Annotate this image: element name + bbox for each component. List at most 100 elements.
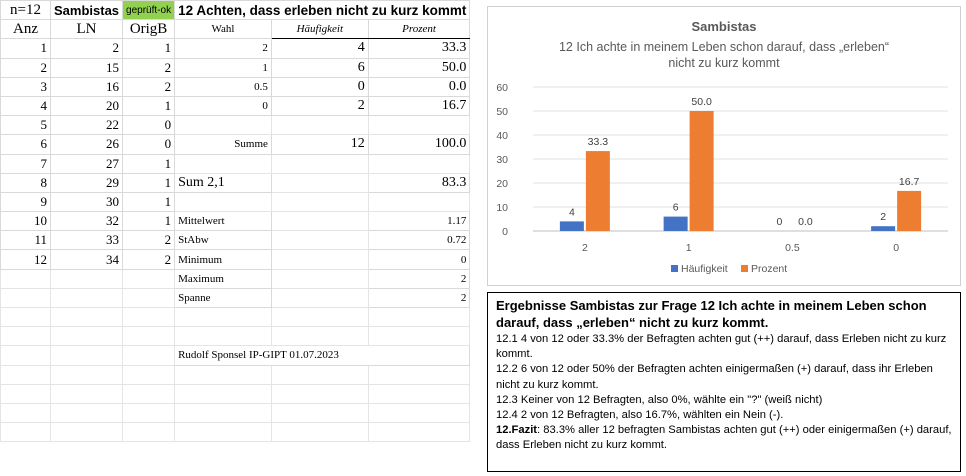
freq-wahl[interactable]: 2 xyxy=(174,38,272,59)
col-head-ln[interactable]: LN xyxy=(49,19,124,40)
empty-cell[interactable] xyxy=(0,364,51,385)
sum21-label[interactable]: Sum 2,1 xyxy=(174,172,272,193)
summe-prozent[interactable]: 100.0 xyxy=(367,134,471,155)
cell-anz[interactable]: 12 xyxy=(0,249,51,270)
empty-cell[interactable] xyxy=(270,364,369,385)
credit-text[interactable]: Rudolf Sponsel IP-GIPT 01.07.2023 xyxy=(174,345,471,366)
empty-cell[interactable] xyxy=(270,422,369,443)
col-head-haeufigkeit[interactable]: Häufigkeit xyxy=(270,19,369,40)
empty-cell[interactable] xyxy=(0,306,51,328)
freq-prozent[interactable]: 0.0 xyxy=(367,76,471,97)
empty-cell[interactable] xyxy=(174,383,272,404)
stat-value[interactable]: 0.72 xyxy=(367,230,471,251)
empty-cell[interactable] xyxy=(367,191,471,213)
col-head-prozent[interactable]: Prozent xyxy=(367,19,471,40)
cell-ln[interactable]: 34 xyxy=(49,249,124,270)
empty-cell[interactable] xyxy=(0,402,51,424)
stat-label[interactable]: Maximum xyxy=(174,268,272,289)
cell-n[interactable]: n=12 xyxy=(0,0,51,21)
stat-label[interactable]: Minimum xyxy=(174,249,272,270)
empty-cell[interactable] xyxy=(0,383,51,404)
empty-cell[interactable] xyxy=(270,287,369,309)
cell-ln[interactable]: 16 xyxy=(49,76,124,97)
empty-cell[interactable] xyxy=(270,306,369,328)
freq-haeufigkeit[interactable]: 6 xyxy=(270,57,369,78)
empty-cell[interactable] xyxy=(174,402,272,424)
cell-origb[interactable]: 2 xyxy=(122,57,176,78)
cell-origb[interactable]: 1 xyxy=(122,172,176,193)
empty-cell[interactable] xyxy=(122,306,176,328)
empty-cell[interactable] xyxy=(49,402,124,424)
freq-wahl[interactable]: 1 xyxy=(174,57,272,78)
results-textbox[interactable]: Ergebnisse Sambistas zur Frage 12 Ich ac… xyxy=(487,292,961,472)
empty-cell[interactable] xyxy=(174,306,272,328)
stat-value[interactable]: 2 xyxy=(367,268,471,289)
empty-cell[interactable] xyxy=(122,345,176,366)
cell-ln[interactable]: 20 xyxy=(49,95,124,117)
cell-status[interactable]: geprüft-ok xyxy=(122,0,176,21)
empty-cell[interactable] xyxy=(0,268,51,289)
empty-cell[interactable] xyxy=(122,402,176,424)
cell-anz[interactable]: 4 xyxy=(0,95,51,117)
freq-haeufigkeit[interactable]: 0 xyxy=(270,76,369,97)
empty-cell[interactable] xyxy=(367,402,471,424)
cell-anz[interactable]: 3 xyxy=(0,76,51,97)
cell-anz[interactable]: 11 xyxy=(0,230,51,251)
empty-cell[interactable] xyxy=(0,345,51,366)
cell-origb[interactable]: 0 xyxy=(122,134,176,155)
stat-value[interactable]: 1.17 xyxy=(367,211,471,232)
cell-anz[interactable]: 10 xyxy=(0,211,51,232)
empty-cell[interactable] xyxy=(270,211,369,232)
cell-question[interactable]: 12 Achten, dass erleben nicht zu kurz ko… xyxy=(174,0,471,21)
empty-cell[interactable] xyxy=(270,191,369,213)
empty-cell[interactable] xyxy=(0,287,51,309)
empty-cell[interactable] xyxy=(174,115,272,136)
empty-cell[interactable] xyxy=(367,306,471,328)
summe-label[interactable]: Summe xyxy=(174,134,272,155)
cell-anz[interactable]: 6 xyxy=(0,134,51,155)
cell-anz[interactable]: 7 xyxy=(0,153,51,174)
empty-cell[interactable] xyxy=(0,326,51,347)
chart-panel[interactable]: Sambistas 12 Ich achte in meinem Leben sc… xyxy=(487,6,961,286)
empty-cell[interactable] xyxy=(367,153,471,174)
empty-cell[interactable] xyxy=(270,402,369,424)
empty-cell[interactable] xyxy=(270,326,369,347)
empty-cell[interactable] xyxy=(174,191,272,213)
cell-origb[interactable]: 1 xyxy=(122,191,176,213)
empty-cell[interactable] xyxy=(174,364,272,385)
cell-ln[interactable]: 30 xyxy=(49,191,124,213)
col-head-wahl[interactable]: Wahl xyxy=(174,19,272,40)
empty-cell[interactable] xyxy=(270,383,369,404)
cell-group[interactable]: Sambistas xyxy=(49,0,124,21)
empty-cell[interactable] xyxy=(0,422,51,443)
empty-cell[interactable] xyxy=(270,153,369,174)
empty-cell[interactable] xyxy=(49,345,124,366)
col-head-anz[interactable]: Anz xyxy=(0,19,51,40)
empty-cell[interactable] xyxy=(122,326,176,347)
cell-anz[interactable]: 8 xyxy=(0,172,51,193)
stat-value[interactable]: 0 xyxy=(367,249,471,270)
empty-cell[interactable] xyxy=(49,268,124,289)
cell-origb[interactable]: 2 xyxy=(122,76,176,97)
cell-ln[interactable]: 26 xyxy=(49,134,124,155)
empty-cell[interactable] xyxy=(270,249,369,270)
stat-label[interactable]: StAbw xyxy=(174,230,272,251)
cell-origb[interactable]: 1 xyxy=(122,211,176,232)
cell-anz[interactable]: 1 xyxy=(0,38,51,59)
cell-ln[interactable]: 27 xyxy=(49,153,124,174)
freq-prozent[interactable]: 16.7 xyxy=(367,95,471,117)
cell-anz[interactable]: 2 xyxy=(0,57,51,78)
empty-cell[interactable] xyxy=(49,306,124,328)
freq-prozent[interactable]: 33.3 xyxy=(367,38,471,59)
cell-ln[interactable]: 33 xyxy=(49,230,124,251)
empty-cell[interactable] xyxy=(174,153,272,174)
sum21-prozent[interactable]: 83.3 xyxy=(367,172,471,193)
empty-cell[interactable] xyxy=(367,326,471,347)
empty-cell[interactable] xyxy=(367,422,471,443)
freq-haeufigkeit[interactable]: 2 xyxy=(270,95,369,117)
empty-cell[interactable] xyxy=(49,383,124,404)
empty-cell[interactable] xyxy=(49,364,124,385)
empty-cell[interactable] xyxy=(270,172,369,193)
summe-haeufigkeit[interactable]: 12 xyxy=(270,134,369,155)
empty-cell[interactable] xyxy=(174,422,272,443)
